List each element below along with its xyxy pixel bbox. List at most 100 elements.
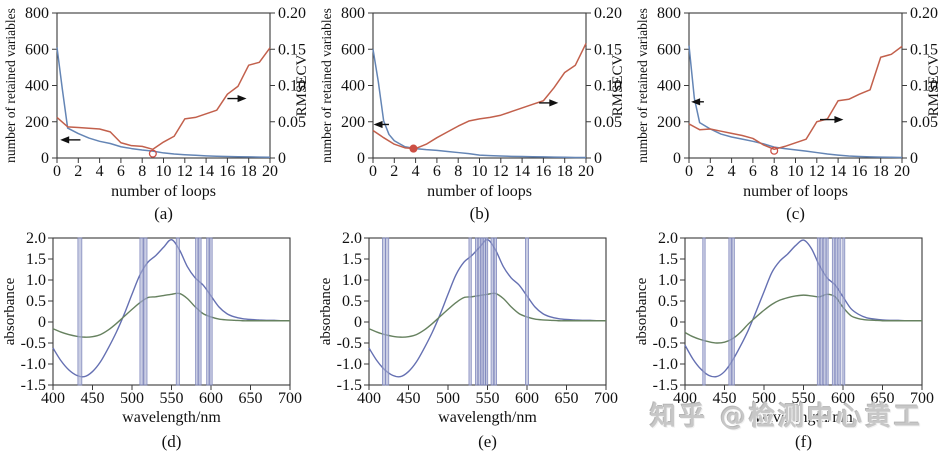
left-axis-title: number of retained variables	[319, 8, 334, 163]
series-spectrum-sample-1	[684, 239, 922, 378]
selected-band	[831, 237, 836, 386]
left-tick-label: 600	[341, 41, 365, 58]
right-tick-label: 0.05	[278, 114, 306, 131]
x-axis-title: wavelength/nm	[122, 409, 221, 426]
x-tick-label: 6	[117, 163, 125, 180]
right-tick-label: 0.15	[594, 41, 622, 58]
x-tick-label: 10	[156, 163, 172, 180]
x-tick-label: 500	[436, 390, 460, 407]
y-tick-label: -1.5	[21, 377, 46, 394]
plot-area: 400 450 500 550 600 650 700 2.0 1.5 1.0 0.5 0 -0.5 -1…	[318, 230, 618, 451]
series-rmsecv	[688, 45, 903, 151]
y-tick-label: -1.0	[21, 356, 46, 373]
x-tick-label: 8	[138, 163, 146, 180]
y-tick-label: -1.0	[653, 356, 678, 373]
selected-band	[382, 237, 386, 386]
x-tick-label: 600	[199, 390, 223, 407]
series-spectrum-sample-1	[52, 238, 291, 378]
right-tick-label: 0.05	[594, 114, 622, 131]
left-tick-label: 0	[41, 150, 49, 167]
y-tick-label: 0.5	[658, 293, 678, 310]
y-tick-label: 0	[670, 314, 678, 331]
x-tick-label: 450	[397, 390, 421, 407]
right-tick-label: 0.20	[594, 5, 622, 22]
y-tick-label: -0.5	[21, 335, 46, 352]
selected-band	[468, 237, 472, 386]
x-tick-label: 500	[120, 390, 144, 407]
x-tick-label: 650	[871, 390, 895, 407]
x-tick-label: 10	[788, 163, 804, 180]
y-tick-label: -0.5	[337, 335, 362, 352]
x-tick-label: 500	[752, 390, 776, 407]
selected-wavelength-bands	[702, 237, 846, 386]
chart-panel-a: 0 2 4 6 8 10 12 14 16 18 20020040060080000.050.100…	[3, 5, 310, 223]
selected-band	[77, 237, 83, 386]
min-rmsecv-marker	[148, 149, 157, 158]
x-tick-label: 14	[514, 163, 530, 180]
right-tick-label: 0	[910, 150, 918, 167]
right-axis-title: RMSECV	[926, 54, 942, 116]
y-tick-label: 1.0	[658, 272, 678, 289]
annotation-arrow-head	[373, 120, 383, 129]
x-tick-label: 14	[830, 163, 846, 180]
x-tick-label: 12	[177, 163, 193, 180]
axes-box	[52, 237, 291, 386]
y-axis-title: absorbance	[318, 277, 334, 345]
x-tick-label: 550	[792, 390, 816, 407]
y-tick-label: 1.5	[26, 251, 46, 268]
x-tick-label: 0	[369, 163, 377, 180]
x-tick-label: 400	[357, 390, 381, 407]
chart-panel-e: 400 450 500 550 600 650 700 2.0 1.5 1.0 0.5 0 -0.5 -1…	[318, 230, 618, 451]
selected-band	[728, 237, 732, 386]
x-tick-label: 650	[239, 390, 263, 407]
right-tick-label: 0.05	[910, 114, 938, 131]
x-tick-label: 18	[557, 163, 573, 180]
x-axis-title: wavelength/nm	[754, 409, 853, 426]
x-tick-label: 450	[81, 390, 105, 407]
selected-band	[493, 237, 497, 386]
y-tick-label: 1.5	[342, 251, 362, 268]
left-axis-title: number of retained variables	[635, 8, 650, 163]
plot-area: 400 450 500 550 600 650 700 2.0 1.5 1.0 0.5 0 -0.5 -1…	[634, 230, 934, 451]
right-tick-label: 0.20	[910, 5, 938, 22]
selected-band	[490, 237, 494, 386]
y-tick-label: 0.5	[342, 293, 362, 310]
y-tick-label: 0	[354, 314, 362, 331]
x-axis-title: number of loops	[111, 183, 216, 200]
x-tick-label: 12	[809, 163, 825, 180]
plot-area: 0 2 4 6 8 10 12 14 16 18 20020040060080000.050.100…	[3, 5, 310, 223]
series-spectrum-sample-2	[52, 292, 290, 338]
right-tick-label: 0.10	[278, 78, 306, 95]
left-tick-label: 600	[25, 41, 49, 58]
x-tick-label: 600	[831, 390, 855, 407]
x-tick-label: 700	[594, 390, 618, 407]
y-tick-label: 0.5	[26, 293, 46, 310]
x-tick-label: 18	[873, 163, 889, 180]
selected-band	[731, 237, 735, 386]
y-tick-label: -1.5	[337, 377, 362, 394]
y-tick-label: -0.5	[653, 335, 678, 352]
x-tick-label: 0	[685, 163, 693, 180]
selected-band	[175, 237, 180, 386]
x-tick-label: 2	[74, 163, 82, 180]
annotation-arrow-head	[60, 136, 70, 144]
plot-area: 0 2 4 6 8 10 12 14 16 18 20020040060080000.050.100…	[319, 5, 626, 223]
annotation-arrow-head	[549, 99, 559, 107]
selected-band	[475, 237, 478, 386]
selected-band	[139, 237, 144, 386]
axes-box	[684, 237, 923, 386]
plot-area: 400 450 500 550 600 650 700 2.0 1.5 1.0 0.5 0 -0.5 -1…	[2, 230, 302, 451]
x-tick-label: 650	[555, 390, 579, 407]
y-tick-label: 1.0	[26, 272, 46, 289]
selected-wavelength-bands	[77, 237, 213, 386]
x-tick-label: 600	[515, 390, 539, 407]
x-tick-label: 10	[472, 163, 488, 180]
x-tick-label: 4	[96, 163, 104, 180]
right-tick-label: 0.15	[910, 41, 938, 58]
selected-band	[209, 237, 213, 386]
x-tick-label: 8	[770, 163, 778, 180]
axes-box	[372, 12, 587, 159]
panel-letter: (e)	[478, 432, 497, 451]
y-tick-label: 2.0	[658, 230, 678, 247]
x-tick-label: 4	[728, 163, 736, 180]
